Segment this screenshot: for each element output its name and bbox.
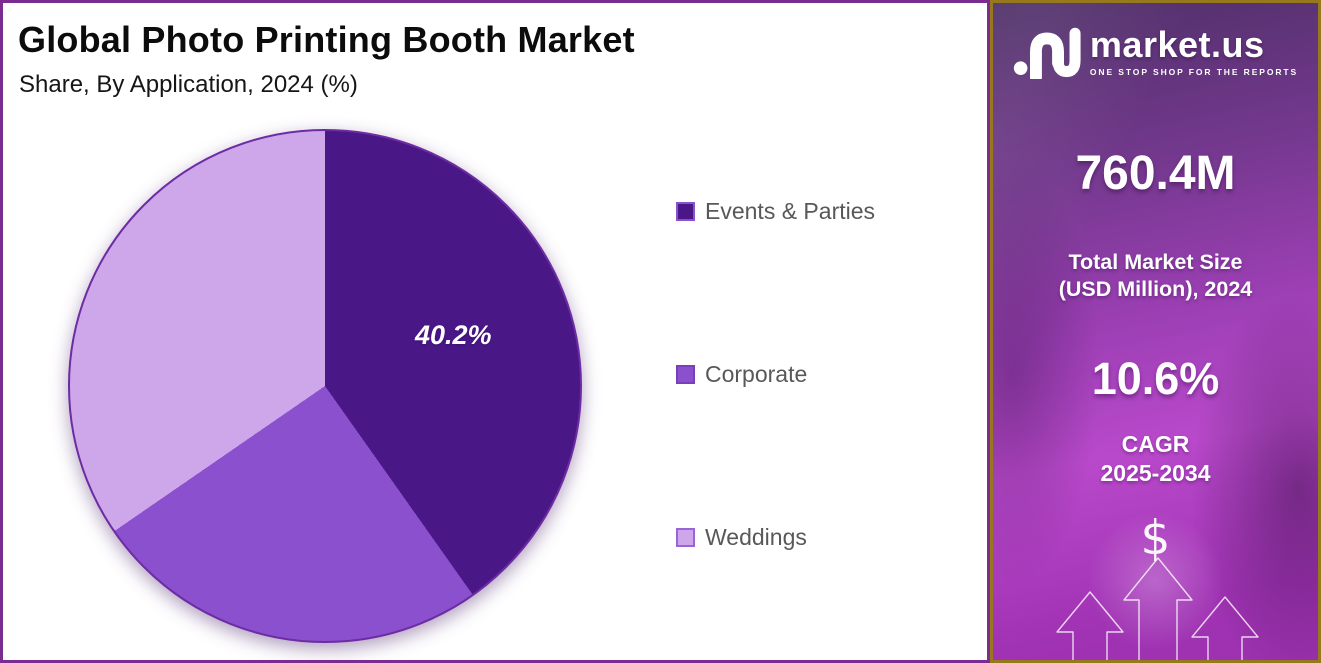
pie-slice-value-label: 40.2% [415,320,492,350]
legend-marker-icon [676,528,695,547]
market-size-value: 760.4M [1075,147,1236,200]
marketus-logo-icon [1013,27,1081,79]
brand-sidebar: market.us ONE STOP SHOP FOR THE REPORTS … [990,0,1321,663]
logo-tagline-text: ONE STOP SHOP FOR THE REPORTS [1089,67,1299,77]
market-size-label-line1: Total Market Size [1068,250,1243,274]
marketus-logo: market.us ONE STOP SHOP FOR THE REPORTS [993,25,1318,79]
legend-marker-icon [676,365,695,384]
legend-marker-icon [676,202,695,221]
legend-item-events-parties: Events & Parties [676,198,875,225]
cagr-label-line1: CAGR [1121,431,1190,457]
logo-brand-text: market.us [1089,24,1265,65]
cagr-label: CAGR 2025-2034 [993,430,1318,488]
growth-arrows-icon [1056,557,1259,660]
pie-chart [68,129,582,643]
chart-panel: Global Photo Printing Booth Market Share… [0,0,990,663]
legend-item-corporate: Corporate [676,361,807,388]
legend-label: Weddings [705,524,807,550]
cagr-label-line2: 2025-2034 [1100,459,1211,486]
market-size-label: Total Market Size (USD Million), 2024 [993,249,1318,303]
legend-label: Corporate [705,361,808,387]
dollar-icon: $ [1140,511,1171,566]
logo-text-block: market.us ONE STOP SHOP FOR THE REPORTS [1089,24,1299,78]
chart-subtitle: Share, By Application, 2024 (%) [19,71,358,98]
legend-item-weddings: Weddings [676,524,807,551]
cagr-value: 10.6% [1091,353,1220,404]
market-size-label-line2: (USD Million), 2024 [1058,277,1253,302]
chart-title: Global Photo Printing Booth Market [18,19,635,60]
legend-label: Events & Parties [705,198,876,224]
